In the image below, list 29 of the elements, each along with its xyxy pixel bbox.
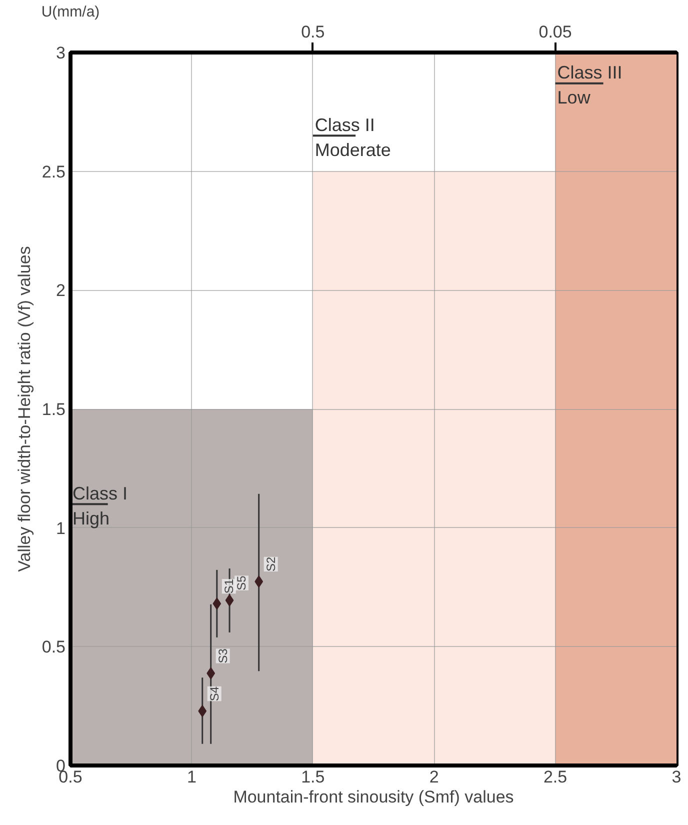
annotation: S4 [207,686,222,702]
x-tick-label: 1.5 [301,768,325,786]
y-tick-label: 1.5 [42,400,66,419]
y-tick-label: 3 [56,44,66,62]
y-tick-label: 2.5 [42,162,66,182]
x-tick-label: 2.5 [543,768,568,786]
annotation: S1 [222,578,236,594]
y-tick-label: 2 [56,281,66,300]
y-tick-label: 0.5 [42,638,66,657]
point [198,705,207,718]
x2-axis-title: U(mm/a) [41,4,100,20]
annotation: Class III Low [557,62,622,108]
x-tick-label: 3 [672,768,682,786]
point [225,594,234,606]
x2-tick-label: 0.05 [538,22,572,42]
y-tick-label: 1 [56,518,66,538]
x-axis-title: Mountain-front sinousity (Smf) values [233,788,514,806]
x-tick-label: 2 [429,768,439,786]
y-axis-title: Valley floor width-to-Height ratio (Vf) values [14,246,34,572]
point [206,667,216,680]
x-tick-label: 1 [186,768,196,786]
annotation: S5 [234,575,249,590]
point [212,598,222,610]
point [254,576,264,588]
annotation: Class I High [72,483,128,528]
x2-tick-label: 0.5 [301,22,325,42]
annotation: Class II Moderate [314,114,391,160]
annotation: S3 [216,648,230,664]
annotation: S2 [264,556,278,572]
